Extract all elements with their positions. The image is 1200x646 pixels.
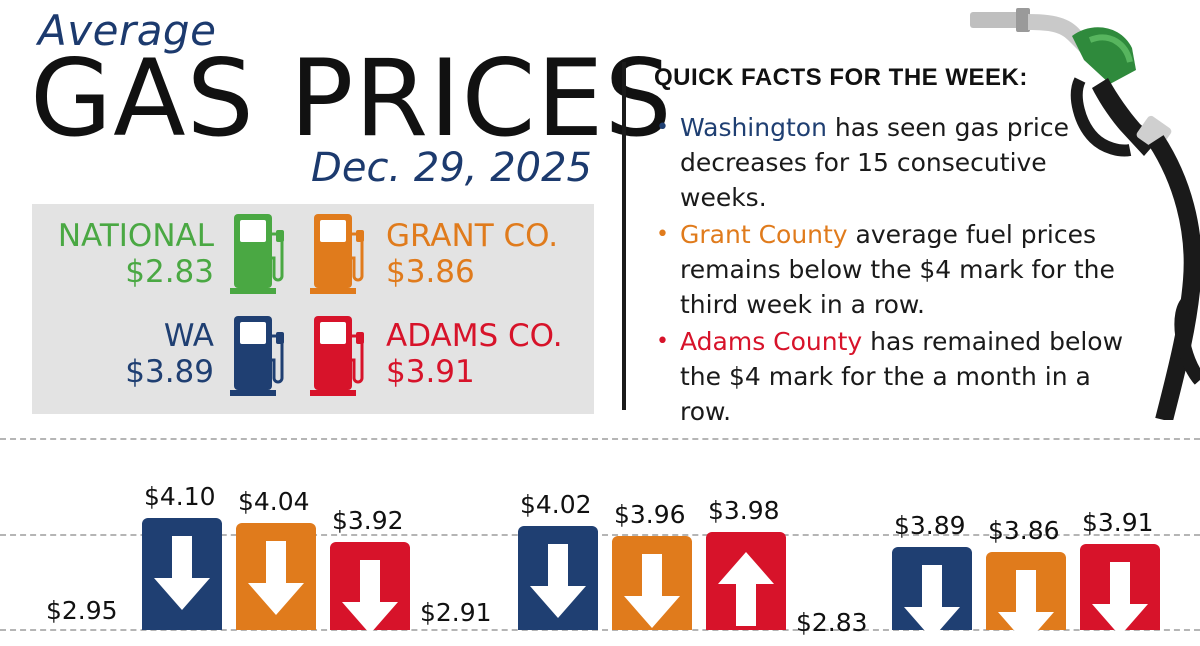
arrow-down-icon bbox=[154, 536, 210, 610]
previous-price-label: $2.91 bbox=[420, 598, 492, 627]
subtitle: Average bbox=[38, 6, 217, 55]
adams-label: ADAMS CO. bbox=[386, 318, 563, 354]
gas-pump-icon bbox=[310, 312, 370, 398]
fact-text: average fuel prices remains below the $4… bbox=[680, 220, 1115, 319]
national-value: $2.83 bbox=[125, 254, 214, 290]
arrow-down-icon bbox=[248, 540, 304, 615]
fact-highlight: Grant County bbox=[680, 220, 848, 249]
date-label: Dec. 29, 2025 bbox=[311, 145, 592, 191]
price-bar bbox=[706, 532, 786, 630]
price-bar bbox=[330, 542, 410, 634]
wa-label: WA bbox=[163, 318, 214, 354]
arrow-down-icon bbox=[624, 553, 680, 628]
arrow-down-icon bbox=[904, 564, 960, 639]
facts-list: • Washington has seen gas price decrease… bbox=[654, 110, 1124, 431]
grant-price: GRANT CO. $3.86 bbox=[386, 218, 558, 290]
page-title: GAS PRICES bbox=[30, 37, 673, 160]
adams-value: $3.91 bbox=[386, 354, 475, 390]
gas-pump-icon bbox=[230, 312, 290, 398]
arrow-up-icon bbox=[718, 552, 774, 627]
previous-price-label: $2.95 bbox=[46, 596, 118, 625]
fact-highlight: Washington bbox=[680, 113, 827, 142]
dashed-gridline bbox=[0, 534, 1200, 536]
bullet-icon: • bbox=[656, 329, 669, 354]
bar-value-label: $4.04 bbox=[238, 486, 310, 516]
national-label: NATIONAL bbox=[57, 218, 214, 254]
grant-value: $3.86 bbox=[386, 254, 475, 290]
adams-price: ADAMS CO. $3.91 bbox=[386, 318, 563, 390]
bar-value-label: $4.10 bbox=[144, 482, 216, 511]
fact-item: • Washington has seen gas price decrease… bbox=[654, 110, 1124, 215]
dashed-gridline bbox=[0, 438, 1200, 440]
gas-pump-icon bbox=[310, 210, 370, 296]
bullet-icon: • bbox=[656, 222, 669, 247]
price-bar bbox=[612, 535, 692, 630]
bar-value-label: $3.98 bbox=[708, 496, 780, 526]
arrow-down-icon bbox=[1092, 561, 1148, 636]
price-bar bbox=[142, 518, 222, 630]
price-bar bbox=[1080, 543, 1160, 636]
national-price: NATIONAL $2.83 bbox=[58, 218, 214, 290]
grant-label: GRANT CO. bbox=[386, 218, 559, 254]
bar-value-label: $3.86 bbox=[988, 515, 1060, 545]
fact-highlight: Adams County bbox=[680, 327, 863, 356]
wa-value: $3.89 bbox=[125, 354, 214, 390]
fact-item: • Adams County has remained below the $4… bbox=[654, 324, 1124, 429]
facts-title: QUICK FACTS FOR THE WEEK: bbox=[654, 64, 1028, 91]
fact-item: • Grant County average fuel prices remai… bbox=[654, 217, 1124, 322]
arrow-down-icon bbox=[342, 560, 398, 634]
bar-value-label: $3.96 bbox=[614, 499, 686, 529]
price-summary-panel: NATIONAL $2.83 GRANT CO. $3.86 WA $3.89 bbox=[32, 204, 594, 414]
price-bar bbox=[892, 546, 972, 639]
bar-value-label: $3.92 bbox=[332, 506, 404, 535]
bullet-icon: • bbox=[656, 115, 669, 140]
price-bar bbox=[236, 522, 316, 630]
wa-price: WA $3.89 bbox=[125, 318, 214, 390]
arrow-down-icon bbox=[530, 544, 586, 618]
fact-text: has seen gas price decreases for 15 cons… bbox=[680, 113, 1069, 212]
bar-value-label: $3.89 bbox=[894, 510, 966, 540]
previous-price-label: $2.83 bbox=[796, 608, 868, 637]
bar-value-label: $4.02 bbox=[520, 490, 592, 519]
price-bar bbox=[518, 526, 598, 630]
fact-text: has remained below the $4 mark for the a… bbox=[680, 327, 1124, 426]
bar-value-label: $3.91 bbox=[1082, 507, 1154, 537]
price-trend-chart: $2.95 $4.10 $4.04 $3.92 $2.91 $4.02 $3.96 $3.98… bbox=[0, 430, 1200, 644]
gas-pump-icon bbox=[230, 210, 290, 296]
fuel-nozzle-icon bbox=[960, 0, 1200, 425]
vertical-divider bbox=[622, 62, 626, 410]
arrow-down-icon bbox=[998, 569, 1054, 644]
price-bar bbox=[986, 551, 1066, 644]
